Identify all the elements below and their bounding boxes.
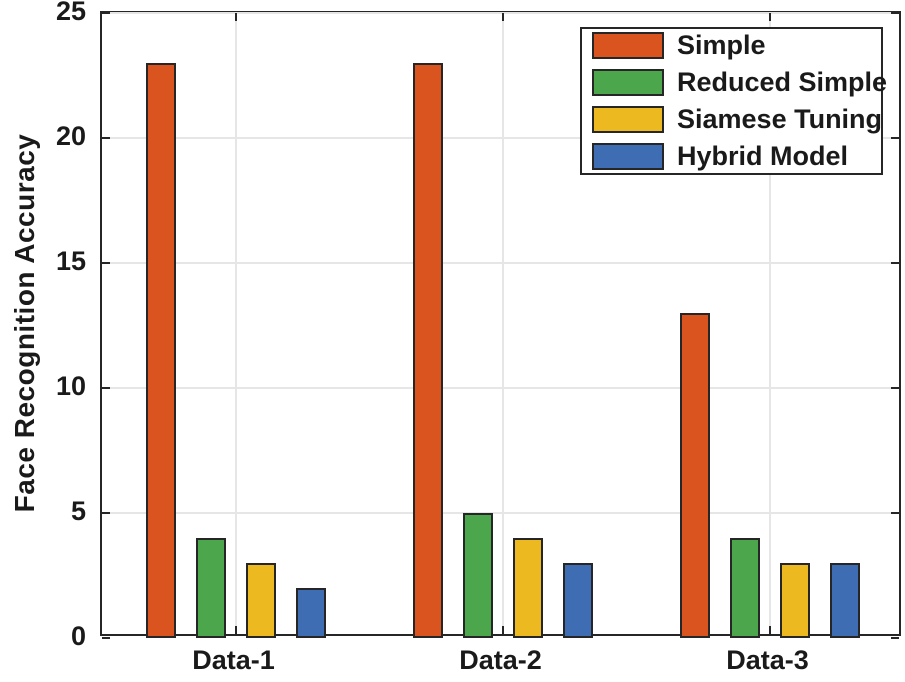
bar-reduced-simple-data-2: [462, 513, 493, 638]
legend-label-hybrid-model: Hybrid Model: [677, 141, 849, 171]
h-gridline-10: [102, 387, 899, 389]
bar-simple-data-1: [145, 63, 176, 638]
legend-swatch-simple: [592, 32, 664, 59]
bar-siamese-tuning-data-2: [512, 538, 543, 638]
bar-simple-data-2: [412, 63, 443, 638]
y-tick-label-0: 0: [70, 621, 86, 651]
x-tick-top-data-2: [501, 13, 504, 21]
y-tick-left-10: [102, 387, 110, 389]
plot-area: Simple Reduced Simple Siamese Tuning Hybrid…: [100, 11, 901, 639]
legend-entry-siamese-tuning: Siamese Tuning: [592, 104, 883, 134]
v-gridline-data-2: [501, 13, 504, 634]
y-tick-right-5: [891, 512, 899, 514]
v-gridline-data-3: [768, 13, 771, 634]
y-tick-right-10: [891, 387, 899, 389]
legend-entry-reduced-simple: Reduced Simple: [592, 69, 887, 96]
legend-entry-simple: Simple: [592, 32, 881, 59]
bar-siamese-tuning-data-3: [779, 563, 810, 638]
x-tick-bottom-data-2: [501, 626, 504, 634]
x-tick-label-data-3: Data-3: [726, 645, 809, 675]
y-tick-right-25: [891, 12, 899, 14]
bar-reduced-simple-data-3: [729, 538, 760, 638]
legend-swatch-siamese-tuning: [592, 106, 664, 133]
y-tick-label-5: 5: [70, 496, 86, 526]
bar-hybrid-model-data-1: [295, 588, 326, 638]
x-tick-bottom-data-3: [768, 626, 771, 634]
y-tick-left-5: [102, 512, 110, 514]
y-tick-left-15: [102, 262, 110, 264]
y-tick-right-20: [891, 137, 899, 139]
x-tick-label-data-1: Data-1: [192, 645, 275, 675]
legend: Simple Reduced Simple Siamese Tuning Hybrid…: [580, 27, 887, 175]
y-tick-right-0: [891, 637, 899, 639]
y-tick-label-25: 25: [55, 0, 86, 26]
h-gridline-5: [102, 512, 899, 514]
x-tick-top-data-3: [768, 13, 771, 21]
y-tick-label-20: 20: [55, 121, 86, 151]
legend-label-reduced-simple: Reduced Simple: [677, 67, 888, 97]
bar-hybrid-model-data-2: [562, 563, 593, 638]
legend-swatch-hybrid-model: [592, 143, 664, 170]
bar-siamese-tuning-data-1: [245, 563, 276, 638]
h-gridline-15: [102, 262, 899, 264]
legend-label-siamese-tuning: Siamese Tuning: [677, 104, 883, 134]
x-tick-label-data-2: Data-2: [459, 645, 542, 675]
h-gridline-25: [102, 12, 899, 14]
y-tick-label-10: 10: [55, 371, 86, 401]
legend-label-simple: Simple: [677, 30, 766, 60]
bar-hybrid-model-data-3: [829, 563, 860, 638]
y-tick-left-0: [102, 637, 110, 639]
bar-simple-data-3: [679, 313, 710, 638]
y-tick-right-15: [891, 262, 899, 264]
y-tick-label-15: 15: [55, 246, 86, 276]
legend-swatch-reduced-simple: [592, 69, 664, 96]
y-tick-left-20: [102, 137, 110, 139]
y-tick-left-25: [102, 12, 110, 14]
y-axis-title: Face Recognition Accuracy: [9, 133, 40, 513]
h-gridline-20: [102, 137, 899, 139]
bar-reduced-simple-data-1: [195, 538, 226, 638]
legend-entry-hybrid-model: Hybrid Model: [592, 143, 881, 170]
x-tick-top-data-1: [234, 13, 237, 21]
x-tick-bottom-data-1: [234, 626, 237, 634]
v-gridline-data-1: [234, 13, 237, 634]
